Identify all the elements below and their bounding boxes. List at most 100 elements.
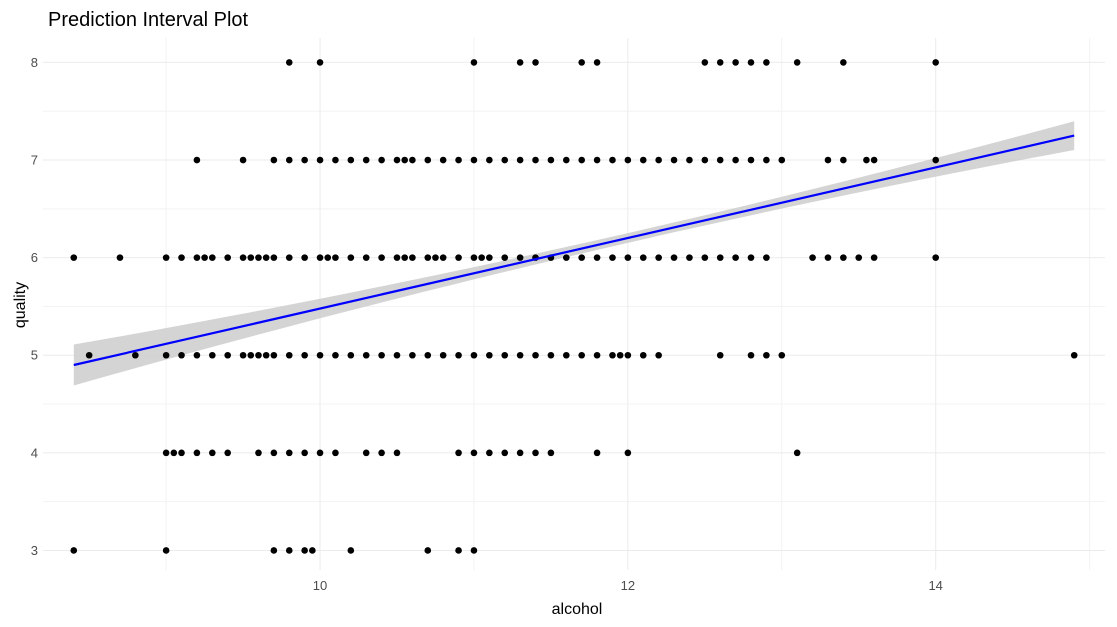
data-point <box>470 547 478 554</box>
data-point <box>316 351 324 359</box>
data-point <box>224 254 231 261</box>
data-point <box>285 449 293 457</box>
data-point <box>193 156 201 164</box>
data-point <box>501 449 509 457</box>
grid <box>43 38 1105 570</box>
data-point <box>532 351 539 359</box>
data-point <box>486 156 493 164</box>
data-point <box>516 254 524 261</box>
data-point <box>178 351 185 359</box>
y-tick-label: 8 <box>31 55 38 70</box>
data-point <box>686 156 693 164</box>
data-point <box>285 59 293 66</box>
data-point <box>563 254 570 261</box>
data-point <box>285 254 293 261</box>
data-point <box>393 156 401 164</box>
data-point <box>655 254 662 261</box>
data-point <box>593 351 601 359</box>
confidence-band <box>73 121 1075 386</box>
data-point <box>624 156 632 164</box>
y-tick-label: 3 <box>31 543 38 558</box>
data-point <box>170 449 178 457</box>
data-point <box>932 59 939 66</box>
data-point <box>424 547 432 554</box>
data-point <box>362 351 370 359</box>
y-axis-title: quality <box>12 282 29 328</box>
data-point <box>301 547 308 554</box>
data-point <box>670 254 678 261</box>
data-point <box>455 254 462 261</box>
data-point <box>455 449 462 457</box>
data-point <box>332 156 339 164</box>
data-point <box>301 254 308 261</box>
data-point <box>578 59 585 66</box>
data-point <box>209 254 216 261</box>
data-point <box>578 351 585 359</box>
data-point <box>316 156 324 164</box>
data-point <box>424 156 432 164</box>
x-axis-title: alcohol <box>552 601 603 618</box>
data-point <box>270 156 278 164</box>
data-point <box>193 449 201 457</box>
data-point <box>209 351 216 359</box>
data-point <box>193 351 201 359</box>
data-point <box>362 449 370 457</box>
data-point <box>132 351 139 359</box>
data-point <box>162 351 170 359</box>
data-point <box>270 254 278 261</box>
data-point <box>716 156 724 164</box>
data-point <box>209 449 216 457</box>
data-point <box>301 156 308 164</box>
data-point <box>316 59 324 66</box>
data-point <box>470 59 478 66</box>
data-point <box>616 351 624 359</box>
data-point <box>409 254 416 261</box>
data-point <box>285 547 293 554</box>
data-point <box>362 156 370 164</box>
data-point <box>863 156 870 164</box>
data-point <box>162 449 170 457</box>
y-tick-label: 6 <box>31 250 38 265</box>
data-point <box>578 156 585 164</box>
data-point <box>309 547 316 554</box>
data-point <box>393 351 401 359</box>
data-point <box>270 547 278 554</box>
data-point <box>763 351 770 359</box>
data-point <box>239 254 247 261</box>
data-point <box>778 351 786 359</box>
data-point <box>424 351 432 359</box>
data-point <box>824 156 832 164</box>
data-point <box>193 254 201 261</box>
data-point <box>686 254 693 261</box>
data-point <box>270 351 278 359</box>
fit-line <box>73 134 1075 367</box>
data-point <box>324 254 332 261</box>
data-point <box>70 254 78 261</box>
data-point <box>285 156 293 164</box>
data-point <box>547 449 555 457</box>
data-point <box>201 254 208 261</box>
confidence-band-area <box>73 121 1075 386</box>
data-point <box>701 59 709 66</box>
data-point <box>432 254 439 261</box>
data-points <box>70 59 1078 554</box>
data-point <box>393 254 401 261</box>
data-point <box>455 547 462 554</box>
data-point <box>639 156 647 164</box>
data-point <box>655 351 662 359</box>
data-point <box>162 254 170 261</box>
data-point <box>532 449 539 457</box>
y-tick-label: 5 <box>31 348 38 363</box>
data-point <box>247 351 255 359</box>
data-point <box>855 254 863 261</box>
data-point <box>732 59 739 66</box>
data-point <box>439 156 447 164</box>
data-point <box>716 59 724 66</box>
data-point <box>778 156 786 164</box>
data-point <box>716 351 724 359</box>
data-point <box>401 156 408 164</box>
data-point <box>516 59 524 66</box>
x-tick-label: 12 <box>621 578 635 593</box>
